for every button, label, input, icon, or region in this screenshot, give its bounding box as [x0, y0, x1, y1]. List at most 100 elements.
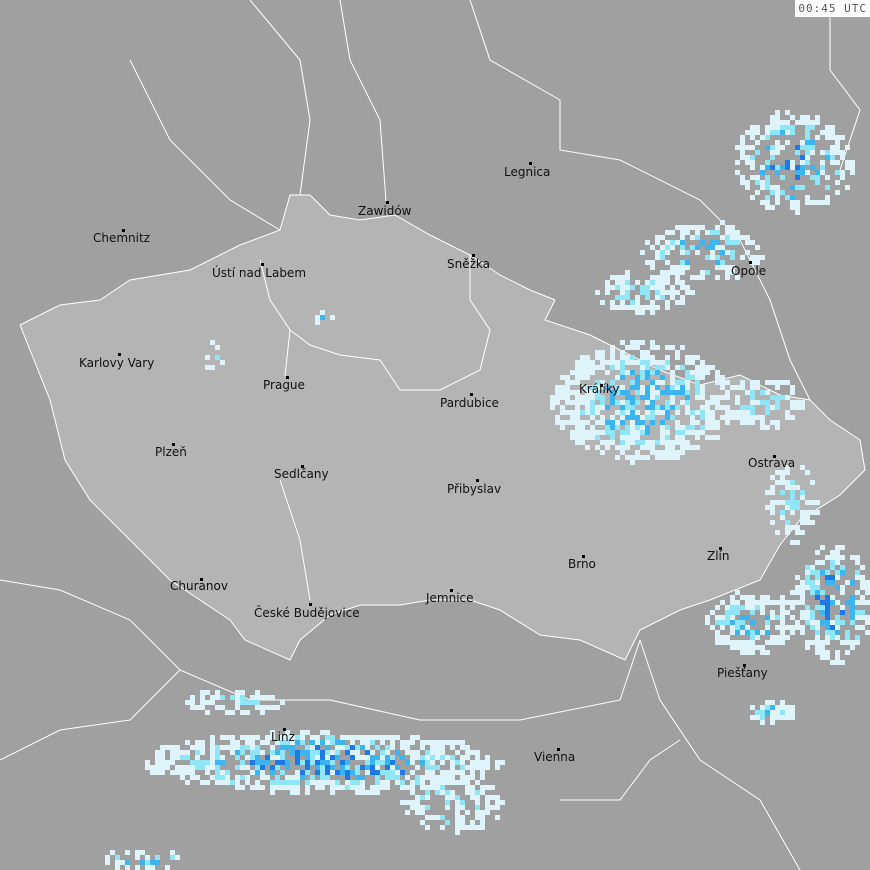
precip-cell: [695, 355, 700, 360]
precip-cell: [460, 755, 465, 760]
precip-cell: [680, 265, 685, 270]
precip-cell: [770, 710, 775, 715]
precip-cell: [205, 765, 210, 770]
precip-cell: [430, 750, 435, 755]
precip-cell: [680, 435, 685, 440]
precip-cell: [215, 765, 220, 770]
precip-cell: [740, 140, 745, 145]
precip-cell: [805, 155, 810, 160]
precip-cell: [755, 125, 760, 130]
precip-cell: [485, 765, 490, 770]
precip-cell: [665, 455, 670, 460]
precip-cell: [795, 525, 800, 530]
precip-cell: [575, 380, 580, 385]
precip-cell: [785, 130, 790, 135]
precip-cell: [635, 280, 640, 285]
precip-cell: [805, 645, 810, 650]
precip-cell: [850, 605, 855, 610]
precip-cell: [755, 260, 760, 265]
precip-cell: [795, 505, 800, 510]
precip-cell: [375, 765, 380, 770]
precip-cell: [625, 425, 630, 430]
precip-cell: [760, 605, 765, 610]
precip-cell: [420, 780, 425, 785]
precip-cell: [600, 395, 605, 400]
precip-cell: [185, 755, 190, 760]
precip-cell: [610, 400, 615, 405]
precip-cell: [720, 380, 725, 385]
precip-cell: [790, 405, 795, 410]
precip-cell: [595, 385, 600, 390]
precip-cell: [280, 755, 285, 760]
precip-cell: [680, 365, 685, 370]
precip-cell: [685, 445, 690, 450]
precip-cell: [795, 620, 800, 625]
precip-cell: [645, 365, 650, 370]
precip-cell: [635, 305, 640, 310]
precip-cell: [775, 705, 780, 710]
precip-cell: [300, 735, 305, 740]
precip-cell: [320, 770, 325, 775]
precip-cell: [830, 565, 835, 570]
precip-cell: [645, 350, 650, 355]
precip-cell: [610, 395, 615, 400]
precip-cell: [240, 700, 245, 705]
precip-cell: [335, 750, 340, 755]
precip-cell: [655, 405, 660, 410]
precip-cell: [385, 785, 390, 790]
precip-cell: [675, 270, 680, 275]
precip-cell: [650, 265, 655, 270]
city-label: Plzeň: [155, 445, 187, 459]
precip-cell: [625, 455, 630, 460]
precip-cell: [685, 375, 690, 380]
precip-cell: [675, 355, 680, 360]
precip-cell: [710, 240, 715, 245]
precip-cell: [610, 390, 615, 395]
precip-cell: [850, 600, 855, 605]
precip-cell: [560, 410, 565, 415]
precip-cell: [395, 780, 400, 785]
precip-cell: [185, 700, 190, 705]
precip-cell: [325, 750, 330, 755]
precip-cell: [625, 410, 630, 415]
precip-cell: [725, 620, 730, 625]
precip-cell: [810, 565, 815, 570]
precip-cell: [315, 770, 320, 775]
precip-cell: [750, 385, 755, 390]
precip-cell: [815, 620, 820, 625]
precip-cell: [765, 145, 770, 150]
precip-cell: [295, 755, 300, 760]
precip-cell: [815, 575, 820, 580]
precip-cell: [785, 415, 790, 420]
precip-cell: [825, 630, 830, 635]
precip-cell: [670, 375, 675, 380]
precip-cell: [775, 110, 780, 115]
precip-cell: [320, 755, 325, 760]
city-label: České Budějovice: [254, 606, 360, 620]
precip-cell: [620, 350, 625, 355]
precip-cell: [710, 610, 715, 615]
precip-cell: [305, 730, 310, 735]
precip-cell: [655, 295, 660, 300]
precip-cell: [420, 810, 425, 815]
precip-cell: [290, 780, 295, 785]
precip-cell: [605, 420, 610, 425]
precip-cell: [275, 775, 280, 780]
precip-cell: [665, 385, 670, 390]
precip-cell: [825, 130, 830, 135]
precip-cell: [765, 640, 770, 645]
precip-cell: [345, 775, 350, 780]
precip-cell: [165, 745, 170, 750]
precip-cell: [735, 620, 740, 625]
precip-cell: [785, 140, 790, 145]
precip-cell: [215, 345, 220, 350]
precip-cell: [320, 760, 325, 765]
precip-cell: [695, 385, 700, 390]
precip-cell: [405, 800, 410, 805]
precip-cell: [635, 340, 640, 345]
precip-cell: [695, 435, 700, 440]
precip-cell: [780, 120, 785, 125]
precip-cell: [770, 155, 775, 160]
precip-cell: [780, 705, 785, 710]
